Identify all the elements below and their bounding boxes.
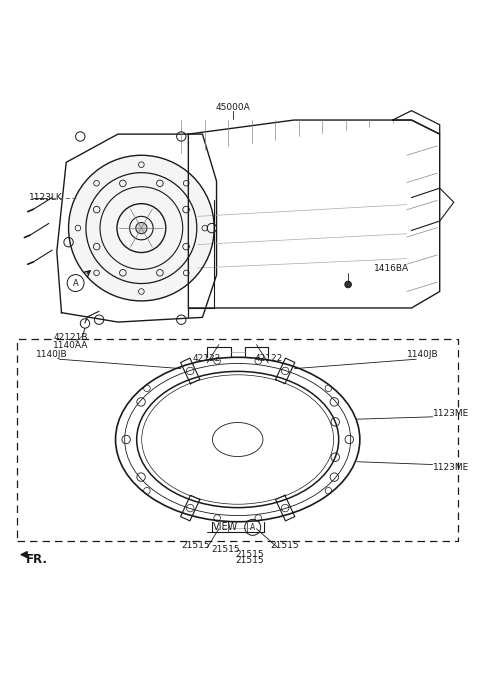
Text: 21515: 21515 xyxy=(181,541,210,550)
Ellipse shape xyxy=(136,223,147,234)
Text: 1140JB: 1140JB xyxy=(408,350,439,359)
Text: A: A xyxy=(250,523,255,532)
Ellipse shape xyxy=(69,155,214,301)
Text: 1140AA: 1140AA xyxy=(53,341,89,349)
Text: 21515: 21515 xyxy=(212,546,240,554)
Text: 42122: 42122 xyxy=(193,353,221,363)
Text: 42122: 42122 xyxy=(254,353,282,363)
Bar xyxy=(17,338,458,540)
Text: FR.: FR. xyxy=(25,553,48,566)
Text: 45000A: 45000A xyxy=(216,103,251,112)
Text: 21515: 21515 xyxy=(270,541,299,550)
Text: 1140JB: 1140JB xyxy=(36,350,68,359)
Text: 1123ME: 1123ME xyxy=(432,463,469,473)
Text: A: A xyxy=(73,278,78,288)
Text: 42121B: 42121B xyxy=(54,332,88,342)
Text: 21515: 21515 xyxy=(235,556,264,565)
Text: 21515: 21515 xyxy=(235,550,264,559)
Text: 1123ME: 1123ME xyxy=(432,409,469,418)
Circle shape xyxy=(345,281,351,288)
Text: 1416BA: 1416BA xyxy=(374,265,409,274)
Text: VIEW: VIEW xyxy=(213,523,239,532)
Text: 1123LK: 1123LK xyxy=(29,193,62,202)
